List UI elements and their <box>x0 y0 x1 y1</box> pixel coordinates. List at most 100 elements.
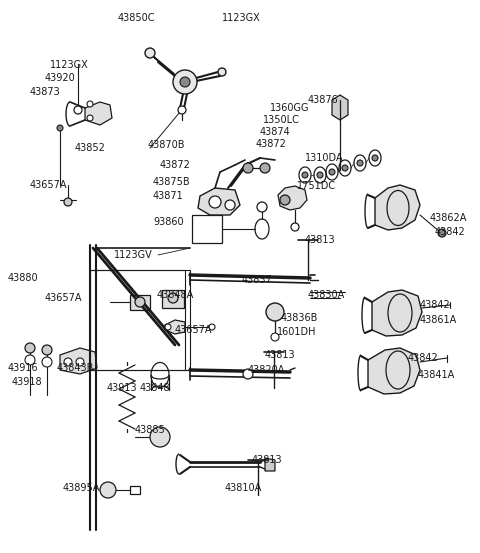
Circle shape <box>438 229 446 237</box>
Text: 43848A: 43848A <box>157 290 194 300</box>
Text: 43874: 43874 <box>260 127 291 137</box>
Text: 43872: 43872 <box>159 160 190 170</box>
Text: 43852: 43852 <box>74 143 105 153</box>
Circle shape <box>271 333 279 341</box>
Circle shape <box>150 427 170 447</box>
Circle shape <box>57 125 63 131</box>
Circle shape <box>342 165 348 171</box>
Polygon shape <box>165 320 185 334</box>
Text: 43837: 43837 <box>242 275 273 285</box>
Text: 1751DC: 1751DC <box>297 181 336 191</box>
Circle shape <box>243 163 253 173</box>
Circle shape <box>42 345 52 355</box>
Text: 1310DA: 1310DA <box>305 153 344 163</box>
Circle shape <box>260 163 270 173</box>
Text: 43842: 43842 <box>435 227 466 237</box>
Circle shape <box>25 343 35 353</box>
Circle shape <box>266 303 284 321</box>
Circle shape <box>372 155 378 161</box>
Circle shape <box>209 196 221 208</box>
Text: 43820A: 43820A <box>248 365 286 375</box>
Text: 43848: 43848 <box>140 383 170 393</box>
Bar <box>90 270 185 370</box>
Text: 43871: 43871 <box>152 191 183 201</box>
Text: 43913: 43913 <box>107 383 138 393</box>
Circle shape <box>168 293 178 303</box>
Circle shape <box>42 357 52 367</box>
Polygon shape <box>278 186 307 210</box>
Text: 43895A: 43895A <box>62 483 100 493</box>
Text: 93860: 93860 <box>154 217 184 227</box>
Polygon shape <box>372 290 422 336</box>
Text: 43813: 43813 <box>252 455 283 465</box>
Circle shape <box>76 358 84 366</box>
Circle shape <box>218 68 226 76</box>
Circle shape <box>25 355 35 365</box>
Text: 43830A: 43830A <box>308 290 345 300</box>
Text: 43876: 43876 <box>308 95 339 105</box>
Circle shape <box>165 324 171 330</box>
Circle shape <box>243 369 253 379</box>
Bar <box>192 215 222 243</box>
Circle shape <box>291 223 299 231</box>
Text: 43862A: 43862A <box>430 213 468 223</box>
Circle shape <box>64 198 72 206</box>
Text: 43657A: 43657A <box>45 293 82 303</box>
Text: 43918: 43918 <box>12 377 43 387</box>
Circle shape <box>257 202 267 212</box>
Text: 43842: 43842 <box>420 300 451 310</box>
Text: 43873: 43873 <box>30 87 61 97</box>
Circle shape <box>100 482 116 498</box>
Text: 43657A: 43657A <box>30 180 68 190</box>
Bar <box>162 290 184 308</box>
Circle shape <box>74 106 82 114</box>
Circle shape <box>145 48 155 58</box>
Polygon shape <box>368 348 420 394</box>
Bar <box>90 270 190 370</box>
Circle shape <box>280 195 290 205</box>
Text: 1123GV: 1123GV <box>114 250 153 260</box>
Polygon shape <box>265 458 275 471</box>
Text: 43861A: 43861A <box>420 315 457 325</box>
Text: 43843B: 43843B <box>57 363 95 373</box>
Circle shape <box>180 77 190 87</box>
Circle shape <box>357 160 363 166</box>
Polygon shape <box>375 185 420 230</box>
Text: 43810A: 43810A <box>225 483 262 493</box>
Circle shape <box>329 169 335 175</box>
Text: 43880: 43880 <box>8 273 38 283</box>
Text: 43875B: 43875B <box>152 177 190 187</box>
Polygon shape <box>60 348 97 374</box>
Text: 43916: 43916 <box>8 363 38 373</box>
Circle shape <box>209 324 215 330</box>
Text: 43841A: 43841A <box>418 370 455 380</box>
Circle shape <box>87 115 93 121</box>
Text: 1123GX: 1123GX <box>50 60 89 70</box>
Circle shape <box>135 297 145 307</box>
Polygon shape <box>198 188 240 215</box>
Circle shape <box>64 358 72 366</box>
Text: 43920: 43920 <box>45 73 76 83</box>
Circle shape <box>178 106 186 114</box>
Text: 43842: 43842 <box>408 353 439 363</box>
Circle shape <box>173 70 197 94</box>
Text: 43836B: 43836B <box>281 313 318 323</box>
Circle shape <box>317 172 323 178</box>
Circle shape <box>87 101 93 107</box>
Text: 43872: 43872 <box>256 139 287 149</box>
Bar <box>130 486 140 494</box>
Text: 1360GG: 1360GG <box>270 103 310 113</box>
Polygon shape <box>85 102 112 125</box>
Polygon shape <box>332 95 348 120</box>
Bar <box>130 295 150 310</box>
Text: 43657A: 43657A <box>175 325 213 335</box>
Text: 43813: 43813 <box>265 350 296 360</box>
Text: 1123GX: 1123GX <box>222 13 261 23</box>
Text: 43870B: 43870B <box>147 140 185 150</box>
Text: 43850C: 43850C <box>118 13 155 23</box>
Text: 43885: 43885 <box>135 425 166 435</box>
Circle shape <box>225 200 235 210</box>
Text: 1350LC: 1350LC <box>263 115 300 125</box>
Circle shape <box>302 172 308 178</box>
Text: 43813: 43813 <box>305 235 336 245</box>
